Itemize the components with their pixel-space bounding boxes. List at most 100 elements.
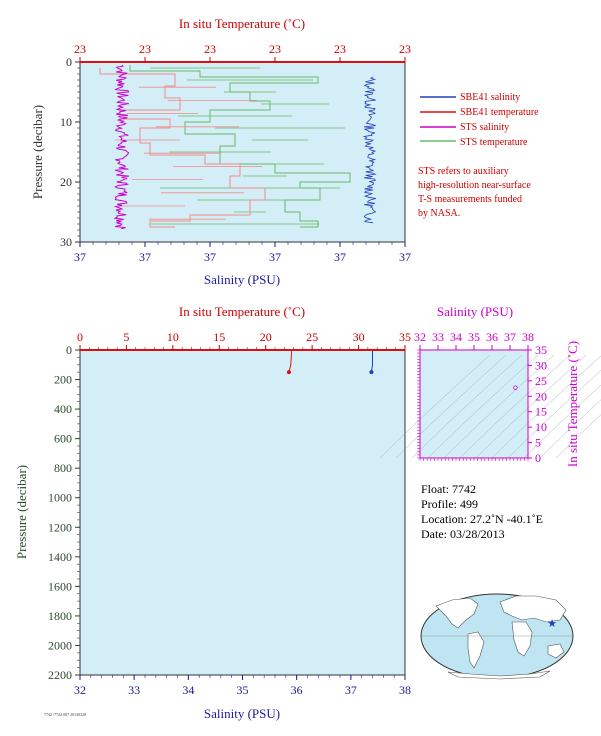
main-panel: 0 5 10 15 20 25 30 35 0 200 400 600 800 1000 1200 1400…	[14, 304, 411, 721]
top-temperature-tick-label-5: 23	[399, 42, 411, 56]
main-pressure-tick-label-10: 2000	[48, 638, 72, 652]
sts-salinity-line	[113, 64, 130, 230]
ts-salinity-tick-label-2: 34	[450, 330, 462, 344]
top-salinity-axis-title: Salinity (PSU)	[204, 272, 280, 287]
main-salinity-tick-label-5: 37	[345, 683, 357, 697]
main-pressure-tick-label-9: 1800	[48, 609, 72, 623]
sts-temperature-line	[129, 65, 351, 228]
top-panel: 23 23 23 23 23 23 0 10 20 30 37 37 37 37 37 37 In sit…	[30, 16, 411, 287]
top-temperature-tick-label-3: 23	[269, 42, 281, 56]
top-axis-bottom-ticks: 37 37 37 37 37 37	[74, 242, 411, 264]
main-salinity-tick-label-1: 33	[128, 683, 140, 697]
ts-temperature-tick-label-3: 15	[535, 405, 547, 419]
ts-axis-top-ticks: 32 33 34 35 36 37 38	[414, 330, 534, 461]
top-pressure-tick-label-1: 10	[60, 115, 72, 129]
main-profiles	[286, 349, 374, 375]
ts-salinity-tick-label-3: 35	[468, 330, 480, 344]
top-temperature-tick-label-0: 23	[74, 42, 86, 56]
ts-temperature-tick-label-1: 5	[535, 436, 541, 450]
main-temperature-tick-label-5: 25	[306, 330, 318, 344]
main-pressure-tick-label-7: 1400	[48, 550, 72, 564]
top-pressure-tick-label-0: 0	[66, 55, 72, 69]
ts-temperature-tick-label-6: 30	[535, 358, 547, 372]
main-axis-top-ticks: 0 5 10 15 20 25 30 35	[77, 330, 411, 350]
ts-temperature-axis-title: In situ Temperature (˚C)	[565, 341, 580, 467]
top-salinity-tick-label-5: 37	[399, 250, 411, 264]
ts-temperature-tick-label-5: 25	[535, 374, 547, 388]
main-salinity-tick-label-3: 35	[237, 683, 249, 697]
ts-density-contour-3	[427, 354, 539, 459]
main-pressure-tick-label-6: 1200	[48, 520, 72, 534]
ts-point-0	[513, 385, 518, 390]
main-salinity-axis-title: Salinity (PSU)	[204, 706, 280, 721]
sbe41-salinity-deep-end-point	[369, 370, 374, 375]
top-salinity-tick-label-4: 37	[334, 250, 346, 264]
top-temperature-tick-label-2: 23	[204, 42, 216, 56]
main-salinity-tick-label-0: 32	[74, 683, 86, 697]
map-land-south-america	[467, 631, 485, 669]
main-pressure-tick-label-3: 600	[54, 432, 72, 446]
ts-density-contour-7	[491, 355, 601, 459]
main-axis-bottom-ticks: 32 33 34 35 36 37 38	[74, 675, 411, 697]
main-pressure-axis-title: Pressure (decibar)	[14, 465, 29, 559]
ts-density-contour-10	[539, 399, 601, 459]
float-info: Float: 7742 Profile: 499 Location: 27.2˚…	[421, 482, 543, 541]
ts-density-contour-9	[523, 384, 601, 459]
profile-date: Date: 03/28/2013	[421, 527, 505, 541]
map-land	[435, 595, 567, 680]
ts-plot-area	[420, 350, 528, 458]
top-salinity-tick-label-2: 37	[204, 250, 216, 264]
ts-density-contour-11	[555, 414, 601, 459]
sbe41-salinity-line	[362, 76, 377, 224]
main-salinity-tick-label-2: 34	[182, 683, 194, 697]
legend-label-sts-salinity: STS salinity	[460, 122, 509, 133]
map-land-north-america	[435, 597, 479, 629]
ts-salinity-tick-label-5: 37	[504, 330, 516, 344]
main-temperature-tick-label-1: 5	[123, 330, 129, 344]
ts-points	[513, 385, 518, 390]
legend: SBE41 salinity SBE41 temperature STS sal…	[418, 92, 539, 219]
top-pressure-axis-title: Pressure (decibar)	[30, 105, 45, 199]
legend-label-sts-temperature: STS temperature	[460, 137, 528, 148]
sbe41-salinity-deep-line	[370, 350, 373, 373]
sbe41-temperature-deep-line	[288, 349, 293, 373]
main-pressure-tick-label-4: 800	[54, 461, 72, 475]
map-land-eurasia	[499, 595, 567, 623]
legend-note-line-3: T-S measurements funded	[418, 194, 522, 205]
float-location: Location: 27.2˚N -40.1˚E	[421, 512, 543, 526]
top-pressure-tick-label-3: 30	[60, 235, 72, 249]
main-temperature-tick-label-7: 35	[399, 330, 411, 344]
ts-density-contour-2	[411, 354, 523, 459]
ts-density-contours	[379, 354, 601, 459]
main-pressure-tick-label-8: 1600	[48, 579, 72, 593]
top-temperature-axis-title: In situ Temperature (˚C)	[179, 16, 305, 31]
ts-salinity-tick-label-6: 38	[522, 330, 534, 344]
main-plot-area	[80, 350, 405, 675]
top-pressure-tick-label-2: 20	[60, 175, 72, 189]
ts-salinity-tick-label-1: 33	[432, 330, 444, 344]
top-salinity-tick-label-0: 37	[74, 250, 86, 264]
top-axis-top-ticks: 23 23 23 23 23 23	[74, 42, 411, 62]
top-profiles	[99, 64, 377, 230]
main-pressure-tick-label-1: 200	[54, 373, 72, 387]
ts-density-contour-6	[475, 354, 587, 459]
legend-note-line-4: by NASA.	[418, 208, 460, 219]
top-temperature-tick-label-4: 23	[334, 42, 346, 56]
map-land-africa	[511, 621, 533, 657]
main-salinity-tick-label-4: 36	[291, 683, 303, 697]
ts-salinity-tick-label-0: 32	[414, 330, 426, 344]
ts-density-contour-8	[507, 370, 601, 459]
main-pressure-tick-label-5: 1000	[48, 491, 72, 505]
float-id: Float: 7742	[421, 482, 476, 496]
main-temperature-tick-label-4: 20	[260, 330, 272, 344]
main-pressure-tick-label-11: 2200	[48, 668, 72, 682]
main-salinity-tick-label-6: 38	[399, 683, 411, 697]
top-salinity-tick-label-3: 37	[269, 250, 281, 264]
ts-temperature-tick-label-2: 10	[535, 420, 547, 434]
legend-label-sbe41-salinity: SBE41 salinity	[460, 92, 520, 103]
ts-temperature-tick-label-4: 20	[535, 389, 547, 403]
main-temperature-tick-label-0: 0	[77, 330, 83, 344]
